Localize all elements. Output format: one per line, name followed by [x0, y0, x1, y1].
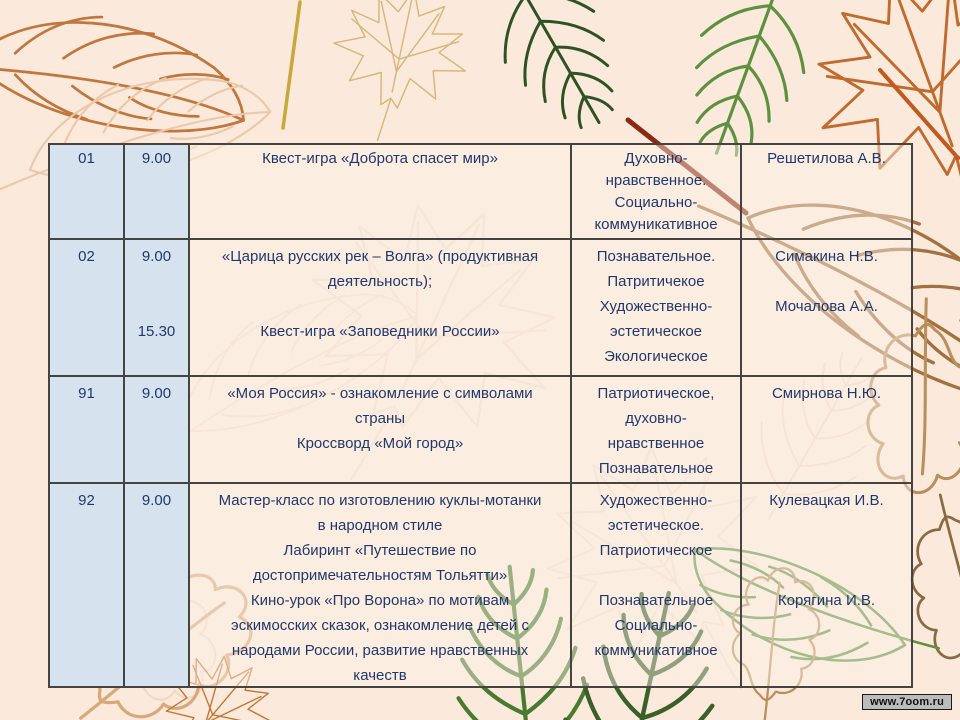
cell-activity: «Моя Россия» - ознакомление с символами … [190, 377, 572, 484]
cell-time: 9.00 [125, 377, 190, 484]
cell-teacher: Смирнова Н.Ю. [742, 377, 911, 484]
cell-time: 9.00 [125, 145, 190, 240]
cell-activity: «Царица русских рек – Волга» (продуктивн… [190, 240, 572, 377]
cell-time: 9.00 [125, 484, 190, 686]
cell-teacher: Кулевацкая И.В. Корягина И.В. [742, 484, 911, 686]
watermark-badge: www.7oom.ru [862, 694, 952, 710]
schedule-table: 01 9.00 Квест-игра «Доброта спасет мир» … [48, 143, 913, 688]
cell-activity: Мастер-класс по изготовлению куклы-мотан… [190, 484, 572, 686]
cell-teacher: Решетилова А.В. [742, 145, 911, 240]
cell-category: Духовно- нравственное. Социально- коммун… [572, 145, 742, 240]
cell-group-number: 92 [50, 484, 125, 686]
cell-group-number: 02 [50, 240, 125, 377]
cell-teacher: Симакина Н.В. Мочалова А.А. [742, 240, 911, 377]
cell-time: 9.00 15.30 [125, 240, 190, 377]
cell-activity: Квест-игра «Доброта спасет мир» [190, 145, 572, 240]
cell-category: Патриотическое, духовно- нравственное По… [572, 377, 742, 484]
cell-category: Познавательное. Патритичекое Художествен… [572, 240, 742, 377]
cell-group-number: 01 [50, 145, 125, 240]
cell-group-number: 91 [50, 377, 125, 484]
cell-category: Художественно- эстетическое. Патриотичес… [572, 484, 742, 686]
